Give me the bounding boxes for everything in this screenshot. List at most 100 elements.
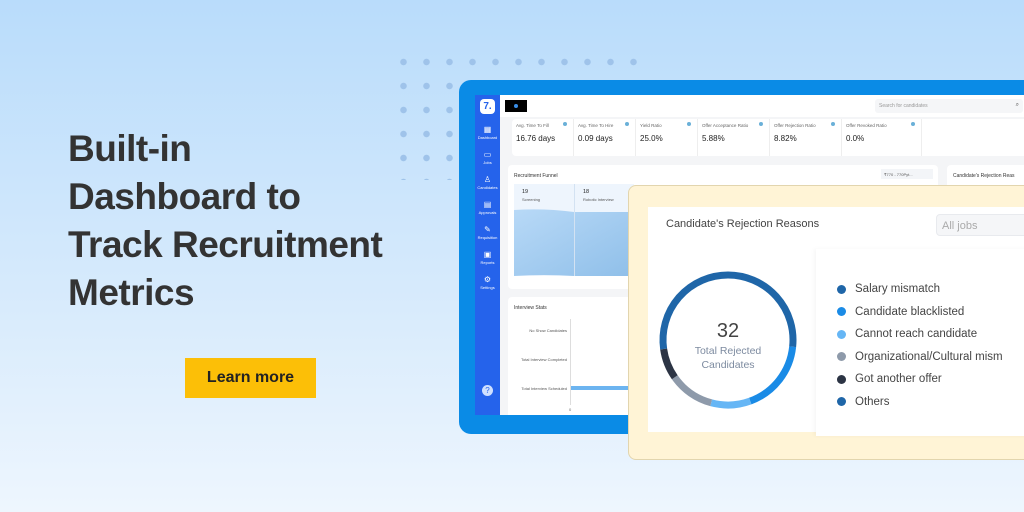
total-label: Total Rejected Candidates — [648, 344, 808, 372]
info-icon[interactable] — [831, 122, 835, 126]
sidebar-item-dashboard[interactable]: ▦ Dashboard — [475, 125, 500, 140]
legend-item[interactable]: Candidate blacklisted — [837, 306, 964, 318]
legend-dot — [837, 352, 846, 361]
kpi-value: 0.0% — [846, 134, 865, 143]
sidebar-item-label: Candidates — [477, 185, 498, 190]
jobs-filter-dropdown[interactable]: All jobs▾ — [936, 214, 1024, 236]
clipboard-icon: ▤ — [483, 200, 492, 209]
learn-more-button[interactable]: Learn more — [185, 358, 316, 398]
kpi-tile: Offer Rejection Ratio 8.82% — [770, 119, 842, 156]
info-icon[interactable] — [911, 122, 915, 126]
funnel-stage: 18 Robotic Interview — [575, 184, 655, 276]
app-logo: 7. — [480, 99, 495, 114]
top-bar: Search for candidates ⌕ — [500, 95, 1024, 117]
card-title: Candidate's Rejection Reasons — [666, 218, 820, 230]
report-icon: ▣ — [483, 250, 492, 259]
card-title: Candidate's Rejection Reas — [953, 173, 1015, 179]
legend-label: Salary mismatch — [855, 283, 940, 295]
gear-icon: ⚙ — [483, 275, 492, 284]
kpi-label: Avg. Time To Hire — [578, 123, 614, 128]
kpi-label: Yield Ratio — [640, 123, 662, 128]
legend-item[interactable]: Salary mismatch — [837, 283, 940, 295]
sidebar-item-label: Settings — [480, 285, 495, 290]
company-logo — [505, 100, 527, 112]
funnel-filter[interactable]: ₹770 - 770Pyt... — [881, 169, 933, 179]
info-icon[interactable] — [759, 122, 763, 126]
kpi-row: Avg. Time To Fill 16.76 days Avg. Time To … — [512, 119, 1024, 156]
sidebar-item-reports[interactable]: ▣ Reports — [475, 250, 500, 265]
headline-line: Metrics — [68, 272, 195, 313]
briefcase-icon: ▭ — [483, 150, 492, 159]
legend-label: Others — [855, 395, 890, 408]
kpi-value: 25.0% — [640, 134, 663, 143]
donut-segment — [727, 271, 797, 348]
stage-label: Robotic Interview — [583, 197, 614, 202]
kpi-label: Offer Rejection Ratio — [774, 123, 816, 128]
kpi-tile: Avg. Time To Hire 0.09 days — [574, 119, 636, 156]
y-label: Total Interview Scheduled — [521, 386, 567, 391]
donut-segment — [748, 346, 797, 405]
stage-count: 18 — [583, 189, 590, 195]
legend-item[interactable]: Got another offer — [837, 373, 942, 385]
legend-label: Organizational/Cultural mism — [855, 350, 1003, 363]
sidebar-item-settings[interactable]: ⚙ Settings — [475, 275, 500, 290]
headline-line: Dashboard to — [68, 176, 301, 217]
total-count: 32 — [716, 320, 740, 342]
legend-item[interactable]: Cannot reach candidate — [837, 328, 977, 340]
search-input[interactable]: Search for candidates ⌕ — [875, 99, 1023, 113]
sidebar-item-jobs[interactable]: ▭ Jobs — [475, 150, 500, 165]
legend-label: Cannot reach candidate — [855, 328, 978, 340]
kpi-value: 8.82% — [774, 134, 797, 143]
edit-icon: ✎ — [484, 225, 491, 234]
info-icon[interactable] — [563, 122, 567, 126]
funnel-stage: 19 Screening — [514, 184, 575, 276]
legend-label: Candidate blacklisted — [855, 305, 965, 318]
donut-segment — [671, 375, 713, 407]
kpi-value: 0.09 days — [578, 134, 613, 143]
donut-segment — [659, 271, 729, 350]
sidebar-item-label: Jobs — [483, 160, 492, 165]
sidebar-item-approvals[interactable]: ▤ Approvals — [475, 200, 500, 215]
legend-item[interactable]: Others — [837, 396, 890, 408]
sidebar-item-label: Approvals — [478, 210, 497, 215]
kpi-value: 5.88% — [702, 134, 725, 143]
kpi-label: Offer Acceptance Ratio — [702, 123, 749, 128]
bar-scheduled — [571, 386, 651, 390]
kpi-tile: Offer Acceptance Ratio 5.88% — [698, 119, 770, 156]
legend-dot — [837, 307, 846, 316]
y-label: Total Interview Completed — [520, 357, 567, 362]
kpi-tile: Yield Ratio 25.0% — [636, 119, 698, 156]
total-label-line: Candidates — [701, 359, 755, 371]
info-icon[interactable] — [687, 122, 691, 126]
sidebar: 7. ▦ Dashboard ▭ Jobs ♙ Candidates ▤ Approvals ✎… — [475, 95, 500, 415]
total-label-line: Total Rejected — [694, 345, 762, 357]
user-icon: ♙ — [483, 175, 492, 184]
kpi-tile: Avg. Time To Fill 16.76 days — [512, 119, 574, 156]
y-axis — [570, 319, 571, 405]
search-placeholder: Search for candidates — [879, 103, 928, 109]
headline: Built-in Dashboard to Track Recruitment … — [68, 125, 383, 317]
x-tick: 0 — [569, 407, 572, 412]
kpi-tile: Offer Revoked Ratio 0.0% — [842, 119, 922, 156]
search-icon: ⌕ — [1015, 102, 1019, 108]
grid-icon: ▦ — [483, 125, 492, 134]
legend-dot — [837, 397, 846, 406]
y-label: No Show Candidates — [529, 328, 567, 333]
funnel-chart: 19 Screening 18 Robotic Interview — [514, 184, 634, 276]
legend-label: Got another offer — [855, 373, 942, 385]
sidebar-item-label: Reports — [480, 260, 495, 265]
dropdown-value: All jobs — [942, 220, 978, 232]
sidebar-item-requisition[interactable]: ✎ Requisition — [475, 225, 500, 240]
stage-count: 19 — [522, 189, 529, 195]
stage-label: Screening — [522, 197, 541, 202]
legend: Salary mismatch Candidate blacklisted Cann… — [816, 249, 1024, 436]
donut-chart — [659, 271, 797, 409]
info-icon[interactable] — [625, 122, 629, 126]
kpi-label: Offer Revoked Ratio — [846, 123, 887, 128]
help-icon[interactable]: ? — [482, 385, 493, 396]
headline-line: Built-in — [68, 128, 192, 169]
legend-item[interactable]: Organizational/Cultural mism — [837, 351, 1003, 363]
sidebar-item-candidates[interactable]: ♙ Candidates — [475, 175, 500, 190]
legend-dot — [837, 374, 846, 384]
kpi-label: Avg. Time To Fill — [516, 123, 549, 128]
